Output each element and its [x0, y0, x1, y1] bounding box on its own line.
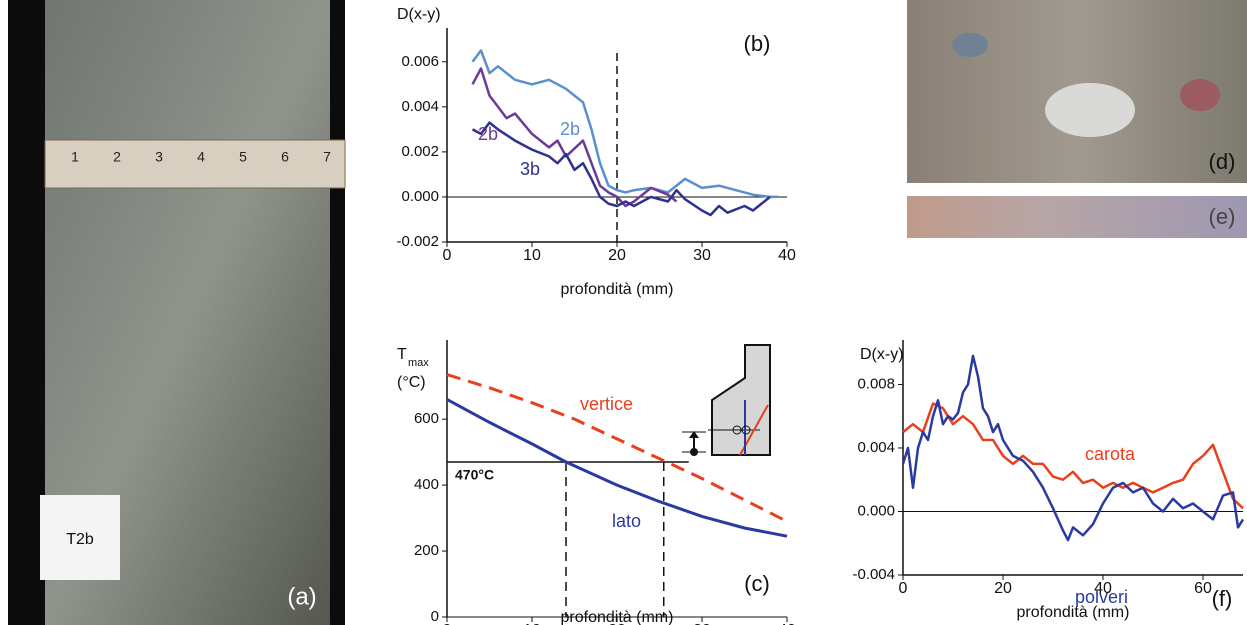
y-tick-label: 0.006 [401, 53, 439, 70]
y-tick-label: 200 [414, 542, 439, 559]
x-tick-label: 40 [1094, 580, 1112, 597]
y-tick-label: -0.002 [396, 233, 439, 250]
aggregate [1180, 79, 1220, 111]
ruler [44, 139, 346, 189]
y-tick-label: 400 [414, 476, 439, 493]
series-label: carota [1085, 444, 1136, 464]
chart: -0.002 0.000 0.002 0.004 0.006 0 10 20 30 40 profo… [396, 6, 796, 298]
ruler-label: 5 [239, 149, 247, 165]
ruler-label: 7 [323, 149, 331, 165]
series-label: polveri [1075, 587, 1128, 607]
y-tick-label: 0.000 [857, 502, 895, 519]
y-tick-label: 0.000 [401, 188, 439, 205]
chart: -0.004 0.000 0.004 0.008 0 20 40 60 profondità (… [852, 340, 1245, 621]
series-line [471, 121, 771, 217]
series-line [471, 49, 779, 199]
x-tick-label: 20 [994, 580, 1012, 597]
aggregate [952, 33, 988, 57]
y-axis-label: D(x-y) [860, 346, 904, 363]
series-label: 3b [520, 159, 540, 179]
series-label: lato [612, 511, 641, 531]
photo-label: (d) [1209, 149, 1236, 174]
series-label: 2b [560, 119, 580, 139]
x-tick-label: 0 [443, 622, 452, 625]
series-label: 2b [478, 124, 498, 144]
y-tick-label: 0.002 [401, 143, 439, 160]
x-tick-label: 20 [608, 247, 626, 264]
photo-label: (a) [287, 583, 316, 610]
x-tick-label: 0 [899, 580, 908, 597]
panel-label: (c) [744, 571, 770, 596]
x-tick-label: 30 [693, 247, 711, 264]
ruler-label: 1 [71, 149, 79, 165]
series-line [446, 398, 788, 538]
y-axis-label: T [397, 346, 407, 363]
x-tick-label: 0 [443, 247, 452, 264]
x-tick-label: 40 [778, 622, 796, 625]
x-axis-label: profondità (mm) [561, 609, 674, 625]
y-axis-unit: (°C) [397, 374, 426, 391]
y-tick-label: -0.004 [852, 566, 895, 583]
chart: 0 200 400 600 0 10 20 30 40 profondità (mm) (c) Tma… [397, 340, 796, 625]
series-line [902, 402, 1244, 510]
panel-label: (f) [1212, 586, 1233, 611]
y-tick-label: 0.008 [857, 375, 895, 392]
x-tick-label: 60 [1194, 580, 1212, 597]
y-tick-label: 0.004 [857, 439, 895, 456]
ruler-label: 2 [113, 149, 121, 165]
x-tick-label: 20 [608, 622, 626, 625]
ruler-label: 3 [155, 149, 163, 165]
ruler-label: 6 [281, 149, 289, 165]
series-line [446, 373, 788, 523]
ruler-label: 4 [197, 149, 205, 165]
series-line [901, 354, 1245, 542]
y-tick-label: 600 [414, 410, 439, 427]
y-axis-label: D(x-y) [397, 6, 441, 23]
x-tick-label: 40 [778, 247, 796, 264]
threshold-label: 470°C [455, 467, 494, 483]
aggregate [1045, 83, 1135, 137]
sample-tag-card [40, 495, 120, 580]
series-line [471, 67, 678, 208]
y-axis-label-sub: max [408, 357, 429, 369]
x-axis-label: profondità (mm) [1017, 604, 1130, 621]
inset-diagram [682, 344, 771, 456]
photo-e [907, 196, 1247, 238]
photo-label: (e) [1209, 204, 1236, 229]
y-tick-label: 0.004 [401, 98, 439, 115]
x-tick-label: 10 [523, 247, 541, 264]
x-tick-label: 30 [693, 622, 711, 625]
x-axis-label: profondità (mm) [561, 281, 674, 298]
series-label: vertice [580, 394, 633, 414]
sample-tag: T2b [66, 531, 94, 548]
panel-label: (b) [744, 31, 771, 56]
x-tick-label: 10 [523, 622, 541, 625]
y-tick-label: 0 [431, 608, 439, 625]
